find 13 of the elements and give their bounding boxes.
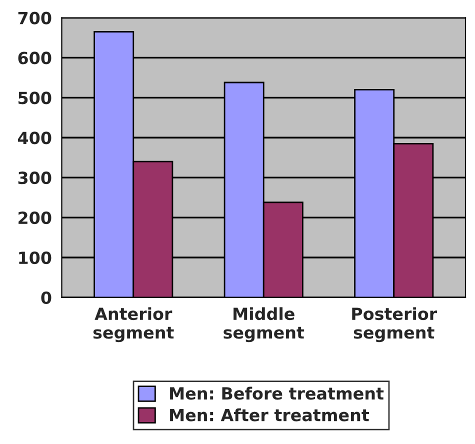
y-tick-label: 0: [41, 291, 52, 304]
x-tick-label: Anterior segment: [93, 307, 174, 342]
y-tick-label: 500: [18, 92, 52, 104]
y-tick-label: 600: [18, 52, 52, 64]
x-tick-label: Posterior segment: [352, 307, 438, 342]
y-tick-label: 200: [18, 212, 52, 224]
y-tick-label: 700: [18, 12, 52, 24]
y-tick-label: 400: [18, 132, 52, 144]
x-tick-label: Middle segment: [224, 307, 304, 342]
legend-label: Men: Before treatment: [170, 386, 384, 400]
legend-label: Men: After treatment: [170, 408, 370, 422]
y-tick-label: 100: [19, 251, 52, 264]
y-tick-label: 300: [18, 172, 52, 184]
